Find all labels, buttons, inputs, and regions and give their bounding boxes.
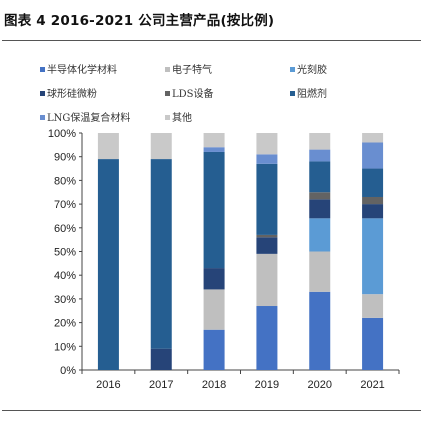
bar-segment — [309, 291, 331, 370]
y-tick-label: 100% — [48, 128, 76, 140]
bar-segment — [309, 251, 331, 292]
bar-segment — [256, 237, 278, 254]
y-tick-label: 60% — [54, 223, 76, 235]
legend-swatch — [40, 91, 45, 96]
x-tick-label: 2021 — [360, 379, 384, 391]
legend-swatch — [40, 115, 45, 120]
x-tick-label: 2017 — [149, 379, 173, 391]
bar-segment — [150, 133, 172, 160]
bar-segment — [309, 149, 331, 162]
bar-segment — [256, 306, 278, 370]
bar-segment — [97, 159, 119, 370]
legend-swatch — [40, 67, 45, 72]
bar-segment — [203, 147, 225, 152]
x-tick-label: 2018 — [202, 379, 226, 391]
bar-segment — [362, 168, 384, 197]
bar-segment — [362, 196, 384, 205]
bar-segment — [150, 159, 172, 349]
bar-segment — [256, 253, 278, 307]
bar-segment — [309, 199, 331, 219]
bar-segment — [362, 218, 384, 295]
y-tick-label: 40% — [54, 270, 76, 282]
bar-segment — [256, 234, 278, 238]
bar-segment — [309, 161, 331, 193]
bar-segment — [309, 133, 331, 150]
y-tick-label: 0% — [60, 365, 76, 377]
bar-segment — [362, 317, 384, 370]
bar-segment — [256, 154, 278, 164]
legend-label: 光刻胶 — [297, 63, 327, 76]
y-tick-label: 90% — [54, 152, 76, 164]
y-tick-label: 30% — [54, 294, 76, 306]
y-tick-label: 10% — [54, 341, 76, 353]
legend-label: 阻燃剂 — [297, 87, 327, 100]
legend-label: 半导体化学材料 — [47, 63, 117, 76]
chart-title: 图表 4 2016-2021 公司主营产品(按比例) — [4, 13, 275, 29]
x-tick-label: 2020 — [308, 379, 332, 391]
bar-segment — [150, 348, 172, 370]
bars — [97, 133, 384, 370]
bar-segment — [203, 289, 225, 330]
y-tick-label: 80% — [54, 175, 76, 187]
legend-label: LNG保温复合材料 — [47, 111, 130, 124]
y-tick-label: 50% — [54, 247, 76, 259]
bar-segment — [97, 133, 119, 160]
legend-swatch — [290, 67, 295, 72]
bar-segment — [362, 294, 384, 318]
axes: 0% 10% 20% 30% 40% 50% 60% 70% 80% 90% 100% 2016 201… — [48, 128, 400, 391]
bar-segment — [203, 133, 225, 148]
legend-swatch — [165, 91, 170, 96]
bar-segment — [203, 268, 225, 290]
bar-segment — [309, 218, 331, 252]
legend-label: 球形硅微粉 — [47, 87, 97, 100]
bottom-divider — [2, 410, 421, 411]
bar-segment — [362, 133, 384, 143]
bar-segment — [203, 329, 225, 370]
legend-label: 电子特气 — [172, 63, 212, 76]
bar-segment — [309, 192, 331, 200]
bar-segment — [256, 163, 278, 235]
legend-swatch — [165, 67, 170, 72]
x-tick-label: 2016 — [96, 379, 120, 391]
bar-segment — [362, 204, 384, 219]
legend-label: LDS设备 — [172, 87, 214, 100]
y-tick-label: 70% — [54, 199, 76, 211]
legend-swatch — [290, 91, 295, 96]
y-tick-label: 20% — [54, 318, 76, 330]
legend-swatch — [165, 115, 170, 120]
legend-label: 其他 — [172, 111, 192, 124]
bar-segment — [362, 142, 384, 169]
x-tick-label: 2019 — [255, 379, 279, 391]
bar-segment — [256, 133, 278, 155]
bar-segment — [203, 151, 225, 269]
top-divider — [2, 40, 421, 41]
